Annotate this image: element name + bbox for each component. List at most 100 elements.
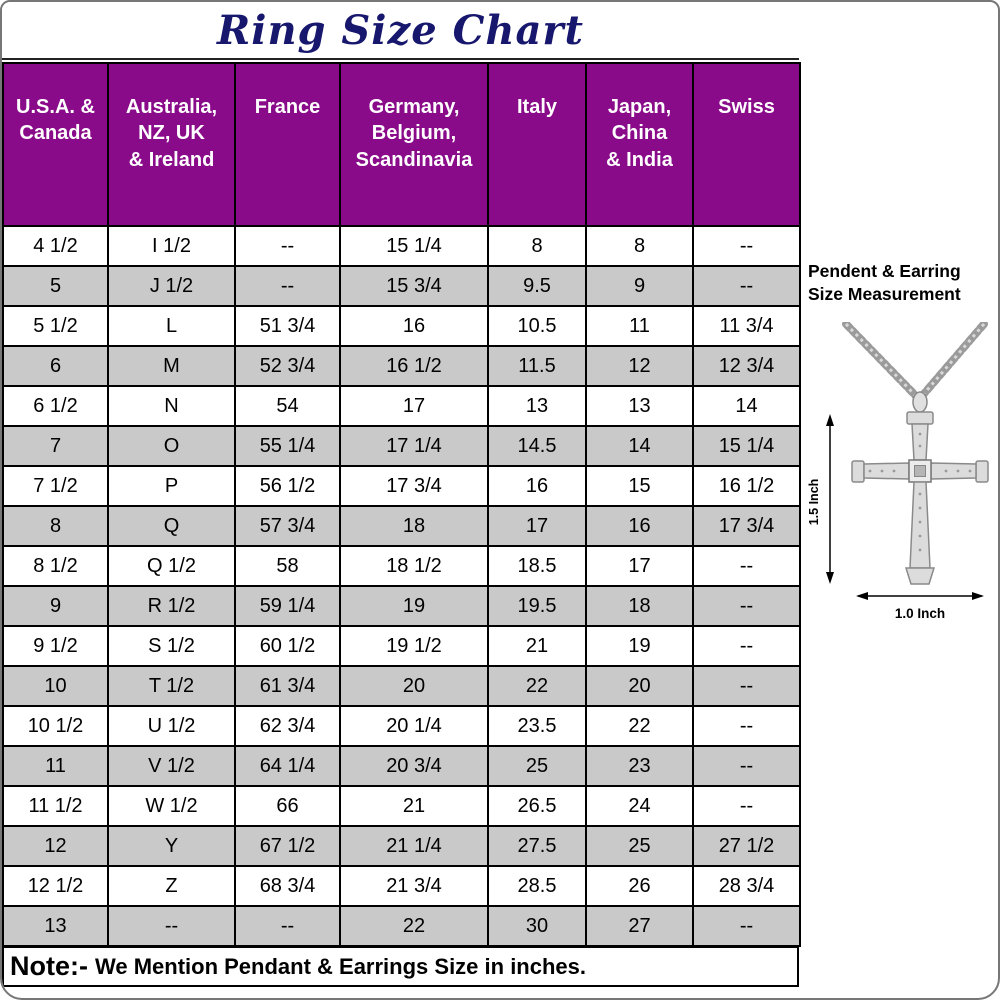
table-cell: 16 1/2: [339, 345, 489, 387]
page-title-bar: Ring Size Chart: [2, 2, 799, 60]
table-cell: 22: [487, 665, 587, 707]
table-cell: 18.5: [487, 545, 587, 587]
table-cell: --: [692, 745, 801, 787]
table-cell: Z: [107, 865, 236, 907]
table-cell: 8 1/2: [2, 545, 109, 587]
table-row: 5 1/2 L 51 3/4 16 10.5 11 11 3/4: [2, 305, 801, 347]
table-header-row: U.S.A. & Canada Australia, NZ, UK & Irela…: [2, 62, 801, 227]
table-cell: --: [692, 705, 801, 747]
table-cell: R 1/2: [107, 585, 236, 627]
table-row: 7 O 55 1/4 17 1/4 14.5 14 15 1/4: [2, 425, 801, 467]
table-cell: 28 3/4: [692, 865, 801, 907]
column-header: Germany, Belgium, Scandinavia: [339, 62, 489, 227]
table-cell: 21: [339, 785, 489, 827]
height-arrow: [826, 414, 834, 584]
table-cell: 9: [585, 265, 694, 307]
table-cell: 14.5: [487, 425, 587, 467]
table-cell: 15 1/4: [692, 425, 801, 467]
table-cell: 28.5: [487, 865, 587, 907]
table-cell: --: [692, 785, 801, 827]
table-cell: 16 1/2: [692, 465, 801, 507]
table-cell: J 1/2: [107, 265, 236, 307]
table-cell: Q 1/2: [107, 545, 236, 587]
table-cell: 62 3/4: [234, 705, 341, 747]
table-cell: 16: [339, 305, 489, 347]
table-cell: 6: [2, 345, 109, 387]
table-cell: 12 1/2: [2, 865, 109, 907]
table-cell: 22: [585, 705, 694, 747]
table-cell: 19 1/2: [339, 625, 489, 667]
table-cell: 5 1/2: [2, 305, 109, 347]
table-cell: 6 1/2: [2, 385, 109, 427]
table-cell: 14: [585, 425, 694, 467]
table-cell: 17: [339, 385, 489, 427]
table-cell: --: [692, 265, 801, 307]
table-cell: 54: [234, 385, 341, 427]
table-cell: V 1/2: [107, 745, 236, 787]
table-cell: 19: [585, 625, 694, 667]
table-cell: 19: [339, 585, 489, 627]
table-cell: 4 1/2: [2, 225, 109, 267]
pendant-panel-heading: Pendent & Earring Size Measurement: [808, 261, 961, 304]
table-cell: 14: [692, 385, 801, 427]
table-cell: T 1/2: [107, 665, 236, 707]
table-cell: 27: [585, 905, 694, 947]
table-row: 11 1/2 W 1/2 66 21 26.5 24 --: [2, 785, 801, 827]
table-cell: 15 1/4: [339, 225, 489, 267]
table-cell: 26: [585, 865, 694, 907]
table-cell: 22: [339, 905, 489, 947]
table-row: 11 V 1/2 64 1/4 20 3/4 25 23 --: [2, 745, 801, 787]
table-cell: 20 1/4: [339, 705, 489, 747]
table-cell: 23: [585, 745, 694, 787]
table-cell: 27.5: [487, 825, 587, 867]
width-measurement-label: 1.0 Inch: [895, 606, 945, 621]
table-cell: 17 3/4: [339, 465, 489, 507]
table-cell: 13: [487, 385, 587, 427]
table-cell: S 1/2: [107, 625, 236, 667]
table-cell: 12: [585, 345, 694, 387]
table-cell: 20: [339, 665, 489, 707]
pendant-measurement-figure: 1.5 Inch 1.0 Inch: [808, 322, 998, 630]
table-cell: 55 1/4: [234, 425, 341, 467]
table-cell: --: [692, 545, 801, 587]
table-cell: U 1/2: [107, 705, 236, 747]
table-cell: 67 1/2: [234, 825, 341, 867]
table-cell: 64 1/4: [234, 745, 341, 787]
table-cell: 57 3/4: [234, 505, 341, 547]
table-row: 8 Q 57 3/4 18 17 16 17 3/4: [2, 505, 801, 547]
table-cell: --: [692, 585, 801, 627]
table-cell: 21 3/4: [339, 865, 489, 907]
table-row: 10 1/2 U 1/2 62 3/4 20 1/4 23.5 22 --: [2, 705, 801, 747]
table-cell: 18: [585, 585, 694, 627]
table-cell: 21: [487, 625, 587, 667]
table-cell: 18: [339, 505, 489, 547]
ring-size-table: U.S.A. & Canada Australia, NZ, UK & Irela…: [2, 62, 801, 947]
table-cell: P: [107, 465, 236, 507]
table-cell: 58: [234, 545, 341, 587]
table-cell: 26.5: [487, 785, 587, 827]
table-cell: 52 3/4: [234, 345, 341, 387]
table-cell: --: [107, 905, 236, 947]
table-cell: --: [692, 665, 801, 707]
table-cell: --: [692, 625, 801, 667]
height-measurement-label: 1.5 Inch: [808, 479, 821, 526]
table-cell: Y: [107, 825, 236, 867]
note-prefix: Note:-: [10, 951, 88, 981]
table-cell: 30: [487, 905, 587, 947]
table-row: 12 Y 67 1/2 21 1/4 27.5 25 27 1/2: [2, 825, 801, 867]
table-cell: 25: [487, 745, 587, 787]
table-cell: --: [234, 225, 341, 267]
table-cell: 10.5: [487, 305, 587, 347]
necklace-chain: [842, 322, 988, 400]
table-row: 6 1/2 N 54 17 13 13 14: [2, 385, 801, 427]
table-cell: 8: [2, 505, 109, 547]
table-cell: 11.5: [487, 345, 587, 387]
width-arrow: [856, 592, 984, 600]
table-cell: 8: [487, 225, 587, 267]
table-cell: 11 1/2: [2, 785, 109, 827]
table-cell: 25: [585, 825, 694, 867]
table-cell: 27 1/2: [692, 825, 801, 867]
table-cell: 23.5: [487, 705, 587, 747]
table-cell: 17 1/4: [339, 425, 489, 467]
